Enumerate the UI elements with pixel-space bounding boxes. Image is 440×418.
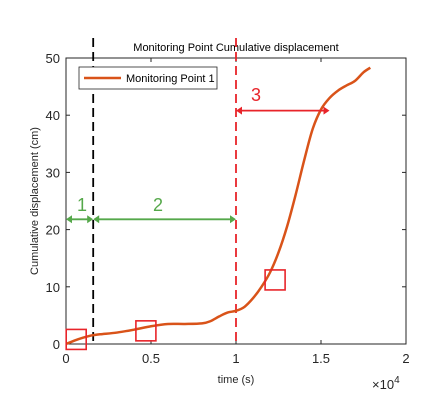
x-tick-label: 0.5	[142, 351, 160, 366]
stage-arrow-head	[323, 106, 330, 115]
legend-box	[78, 66, 218, 90]
stage-label-2: 2	[153, 195, 163, 215]
series-lines	[65, 66, 371, 346]
y-tick-label: 30	[46, 165, 60, 180]
x-tick-label: 1	[232, 351, 239, 366]
y-tick-label: 20	[46, 223, 60, 238]
y-tick-label: 40	[46, 108, 60, 123]
series-line	[65, 66, 371, 346]
highlight-boxes	[65, 269, 286, 351]
legend-label: Monitoring Point 1	[126, 73, 215, 85]
stage-label-1: 1	[77, 195, 87, 215]
stage-arrow-head	[66, 215, 72, 224]
x-tick-label: 0	[62, 351, 69, 366]
stage-label-3: 3	[251, 85, 261, 105]
stage-arrow-head	[230, 215, 236, 224]
chart-title: Monitoring Point Cumulative displacement	[133, 42, 338, 54]
y-axis-label: Cumulative displacement (cm)	[29, 127, 41, 275]
x-tick-label: 2	[402, 351, 409, 366]
stage-arrow-head	[93, 215, 100, 224]
y-tick-label: 0	[53, 337, 60, 352]
x-multiplier-base: ×10	[372, 377, 394, 392]
highlight-box	[264, 269, 286, 291]
x-multiplier-exponent: 4	[394, 375, 400, 386]
x-axis-multiplier: ×104	[372, 375, 400, 392]
stage-arrows	[66, 106, 330, 224]
y-tick-label: 10	[46, 280, 60, 295]
x-tick-label: 1.5	[312, 351, 330, 366]
highlight-box	[65, 328, 87, 351]
highlight-box	[135, 320, 157, 342]
stage-arrow-head	[87, 215, 94, 224]
stage-arrow-head	[236, 106, 242, 115]
legend: Monitoring Point 1	[78, 66, 218, 90]
x-axis-label: time (s)	[218, 374, 255, 386]
y-tick-label: 50	[46, 51, 60, 66]
